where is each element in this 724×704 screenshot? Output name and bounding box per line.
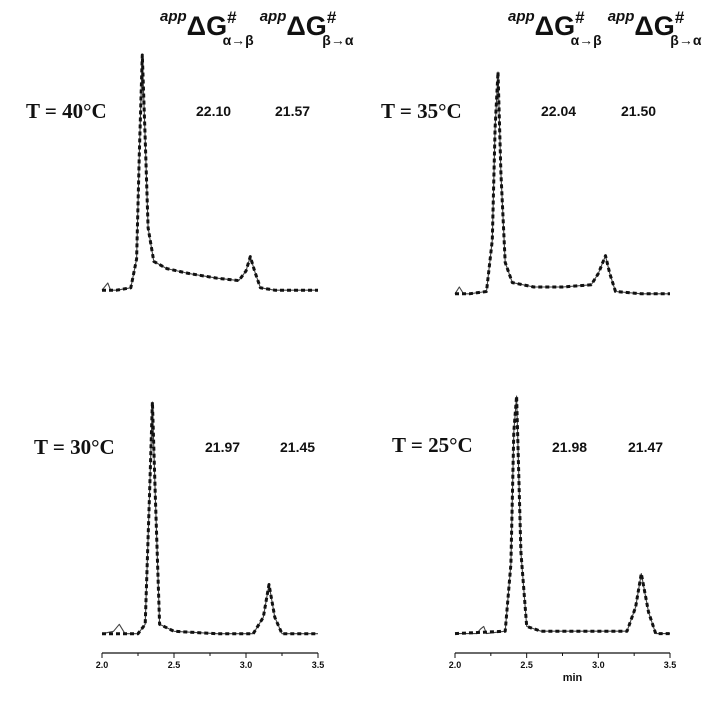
temperature-label: T = 30°C <box>34 435 115 459</box>
header-left-prefix-1: app <box>160 8 187 25</box>
header-left-sup-1: # <box>227 8 237 27</box>
header-right-sub-2: β→α <box>670 32 702 48</box>
solid-trace <box>101 401 318 635</box>
header-right-delta-g-1: ΔG <box>534 11 576 41</box>
x-tick-label: 2.5 <box>520 660 533 670</box>
delta-g-beta-alpha-value: 21.45 <box>280 439 315 455</box>
x-tick-label: 3.5 <box>312 660 325 670</box>
header-right-delta-g-2: ΔG <box>634 11 675 41</box>
dashed-trace <box>454 394 670 636</box>
header-left-sub-1: α→β <box>222 32 254 48</box>
delta-g-beta-alpha-value: 21.47 <box>628 439 663 455</box>
x-tick-label: 2.0 <box>449 660 462 670</box>
x-axis-label: min <box>563 672 583 684</box>
solid-trace <box>101 54 318 291</box>
header-right-sup-2: # <box>674 8 685 27</box>
header-right-sup-1: # <box>575 8 585 27</box>
x-tick-label: 2.5 <box>168 660 181 670</box>
delta-g-alpha-beta-value: 22.04 <box>541 103 576 119</box>
header-right-prefix-2: app <box>607 8 635 25</box>
delta-g-alpha-beta-value: 21.98 <box>552 439 587 455</box>
temperature-label: T = 25°C <box>392 433 473 457</box>
header-left-prefix-2: app <box>259 8 287 25</box>
temperature-label: T = 40°C <box>26 99 107 123</box>
x-tick-label: 3.0 <box>592 660 605 670</box>
delta-g-alpha-beta-value: 22.10 <box>196 103 231 119</box>
x-tick-label: 2.0 <box>96 660 109 670</box>
header-right-sub-1: α→β <box>570 32 602 48</box>
temperature-label: T = 35°C <box>381 99 462 123</box>
header-left-sup-2: # <box>326 8 337 27</box>
dashed-trace <box>455 70 670 296</box>
x-tick-label: 3.5 <box>664 660 677 670</box>
header-right: appΔG#α→βappΔG#β→α <box>508 8 701 48</box>
delta-g-beta-alpha-value: 21.50 <box>621 103 656 119</box>
delta-g-beta-alpha-value: 21.57 <box>275 103 310 119</box>
x-tick-label: 3.0 <box>240 660 253 670</box>
delta-g-alpha-beta-value: 21.97 <box>205 439 240 455</box>
dashed-trace <box>102 53 318 292</box>
header-right-prefix-1: app <box>508 8 535 25</box>
header-left: appΔG#α→βappΔG#β→α <box>160 8 353 48</box>
header-left-delta-g-2: ΔG <box>286 11 327 41</box>
header-left-delta-g-1: ΔG <box>186 11 228 41</box>
header-left-sub-2: β→α <box>322 32 354 48</box>
dashed-trace <box>102 400 318 636</box>
